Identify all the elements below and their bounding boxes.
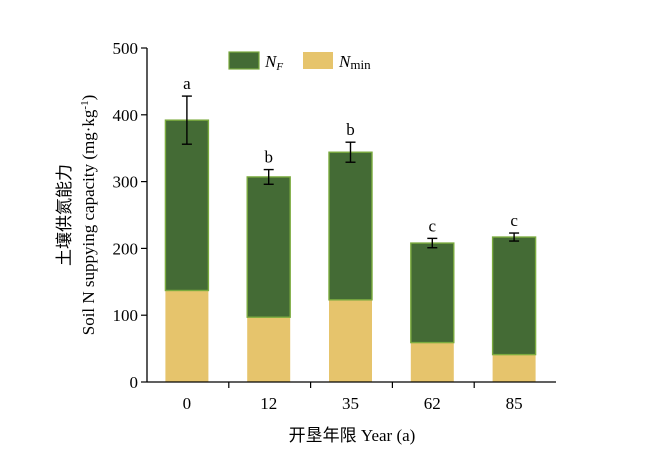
- bar-segment-nmin: [165, 290, 209, 382]
- bar-segment-nmin: [410, 342, 454, 382]
- bar-segment-nf: [491, 236, 537, 356]
- legend-swatch-nmin: [303, 52, 333, 69]
- x-tick-label: 85: [506, 394, 523, 413]
- y-axis-title-cn: 土壤供氮能力: [54, 164, 74, 266]
- significance-label: b: [346, 120, 355, 139]
- significance-label: c: [510, 211, 518, 230]
- significance-label: a: [183, 74, 191, 93]
- significance-label: c: [429, 216, 437, 235]
- bar-segment-nf: [164, 119, 210, 292]
- y-tick-label: 300: [113, 173, 139, 192]
- y-tick-label: 400: [113, 106, 139, 125]
- bar-segment-nf: [246, 176, 291, 318]
- legend-label-nmin: Nmin: [338, 52, 371, 72]
- x-tick-label: 0: [183, 394, 192, 413]
- bar-segment-nmin: [329, 299, 372, 382]
- legend-label-nf: NF: [264, 52, 283, 73]
- y-axis-title-en: Soil N suppying capacity (mg·kg-1): [79, 95, 98, 336]
- bar-segment-nf: [410, 242, 455, 344]
- bar-segment-nf: [328, 151, 373, 301]
- legend: NF Nmin: [228, 51, 371, 73]
- y-tick-label: 100: [113, 306, 139, 325]
- significance-label: b: [264, 148, 273, 167]
- x-tick-label: 12: [260, 394, 277, 413]
- legend-swatch-nf: [228, 51, 260, 70]
- x-tick-label: 62: [424, 394, 441, 413]
- x-tick-label: 35: [342, 394, 359, 413]
- y-tick-label: 200: [113, 239, 139, 258]
- y-tick-label: 500: [113, 39, 139, 58]
- bar-segment-nmin: [247, 317, 291, 382]
- y-tick-label: 0: [130, 373, 139, 392]
- x-axis-title: 开垦年限 Year (a): [289, 426, 416, 445]
- bar-segment-nmin: [492, 354, 536, 382]
